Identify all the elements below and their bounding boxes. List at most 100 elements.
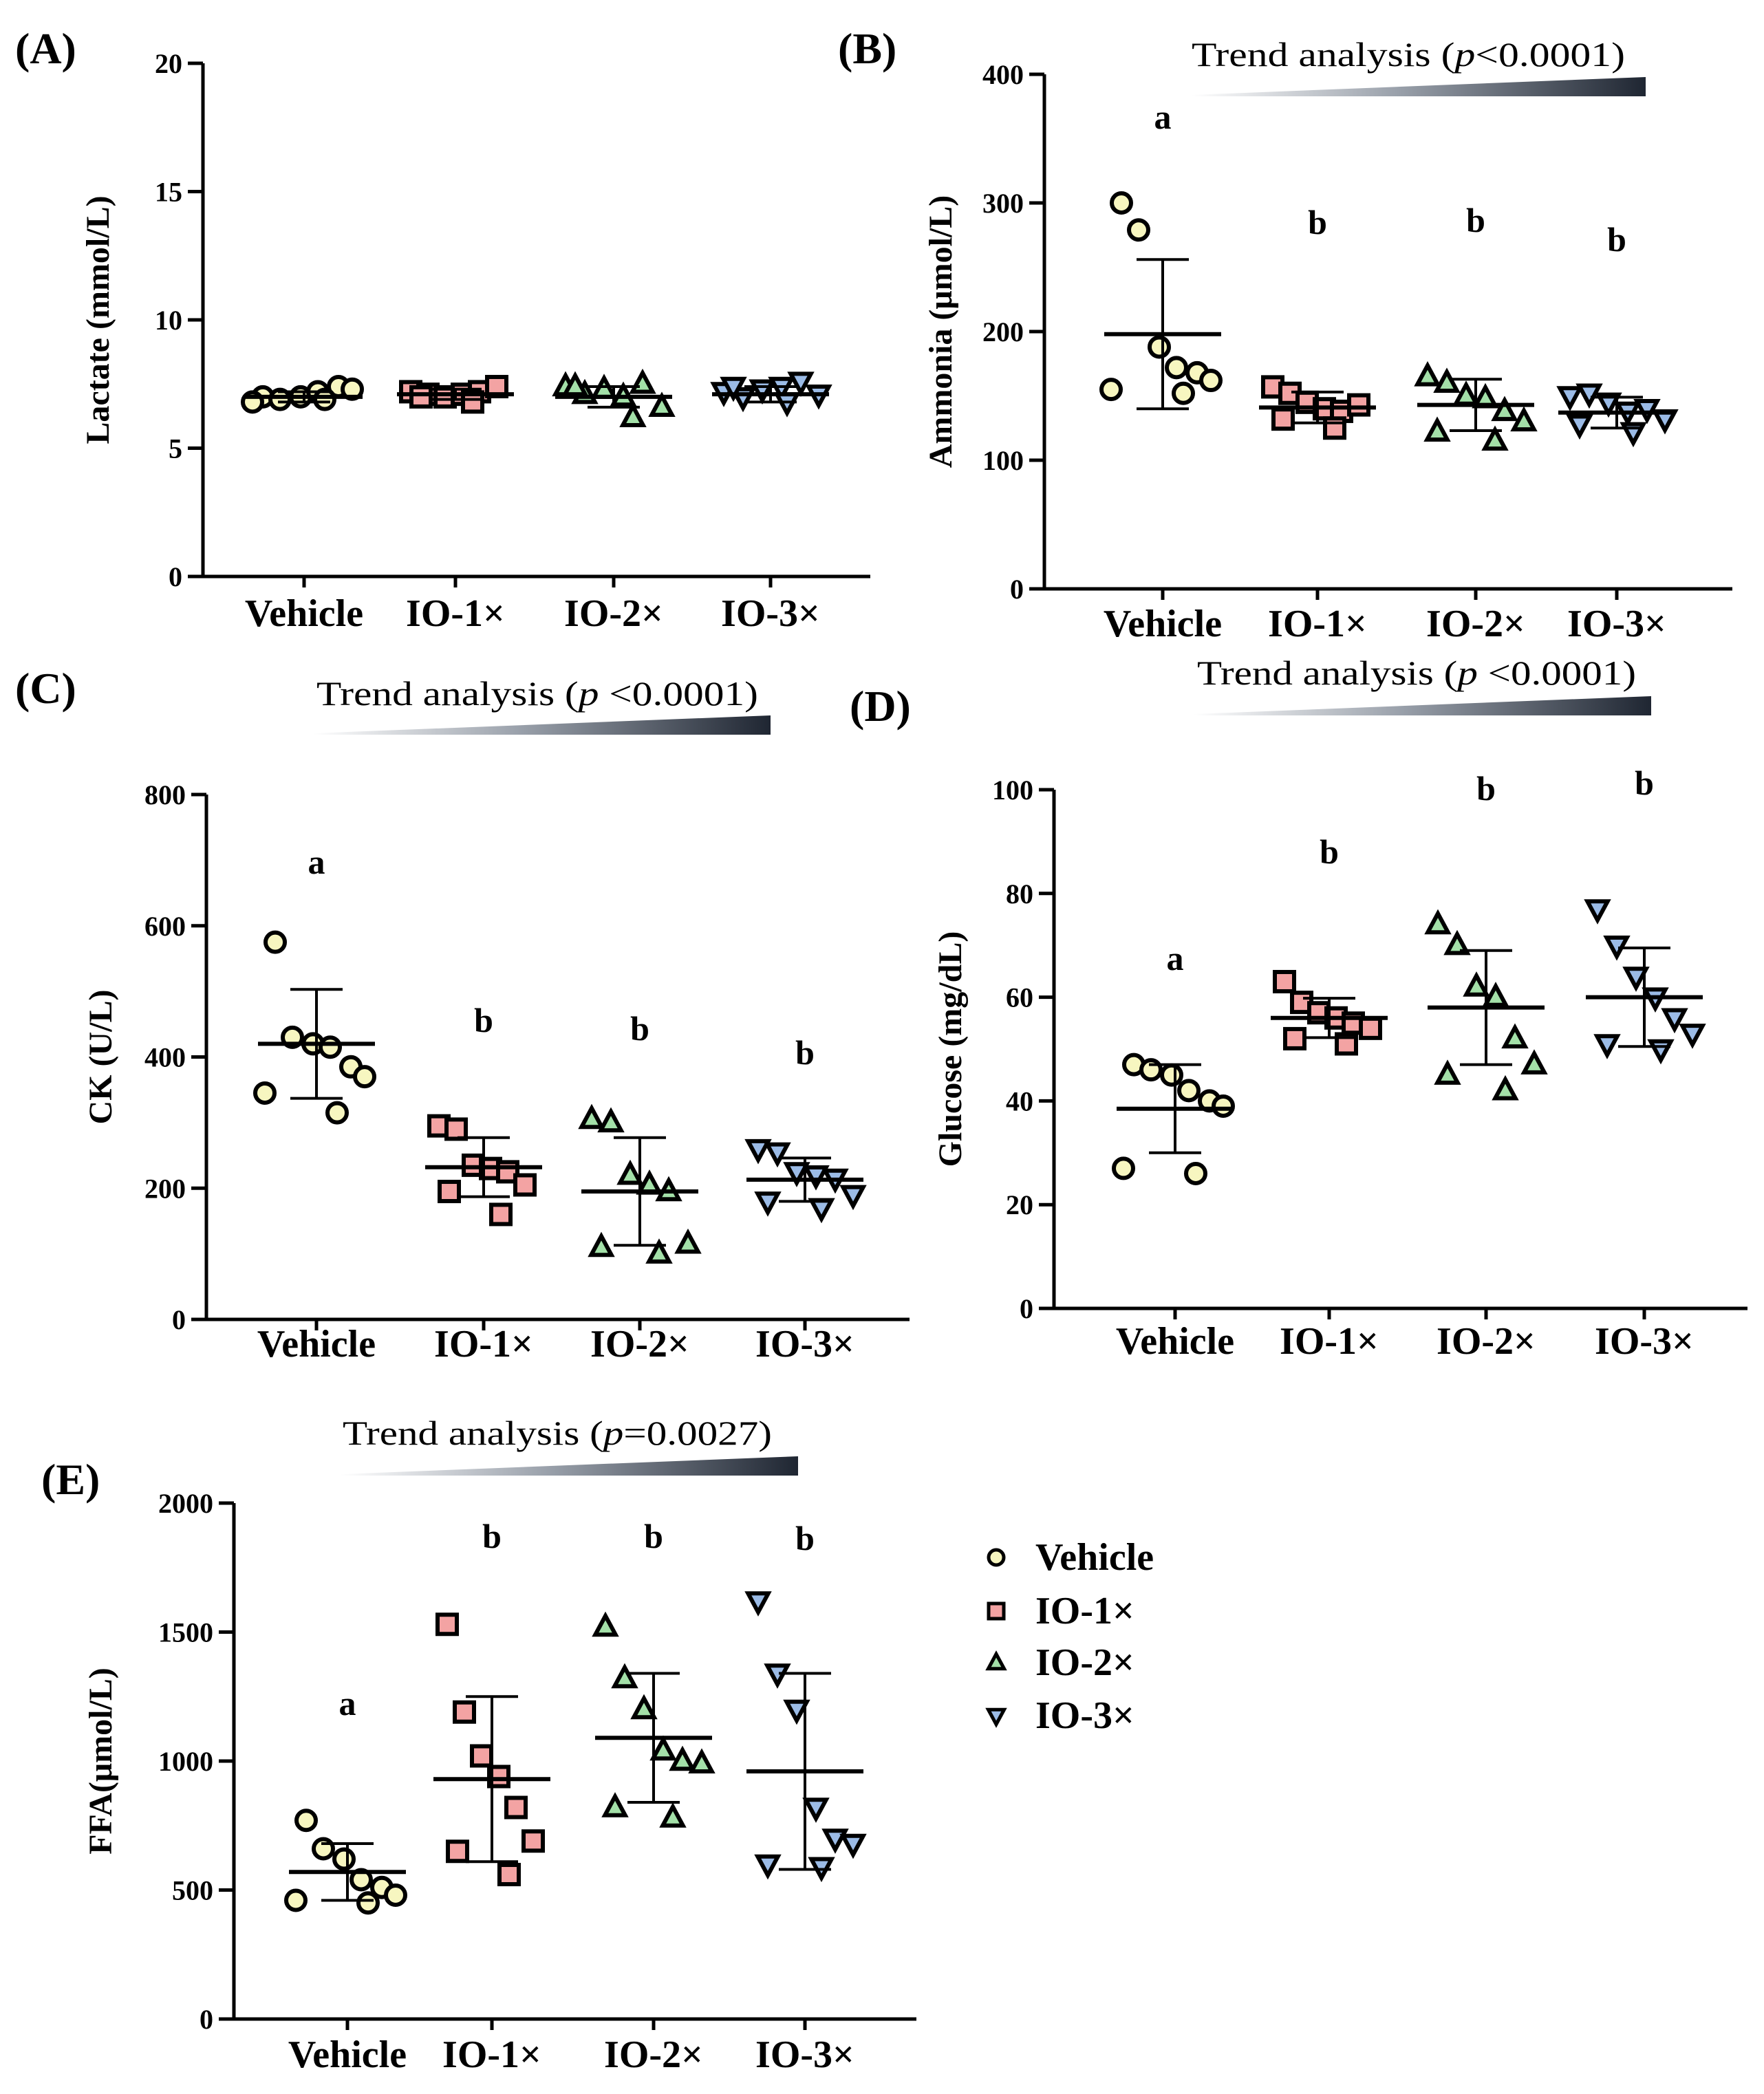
data-point — [1110, 191, 1133, 215]
x-category-label: IO-2× — [590, 1323, 689, 1366]
y-tick-label: 1000 — [158, 1746, 213, 1777]
data-point — [470, 1744, 493, 1768]
data-point — [1323, 416, 1346, 440]
data-point — [783, 1162, 810, 1187]
data-point — [384, 1883, 407, 1907]
x-category-label: Vehicle — [245, 592, 363, 635]
data-point — [1212, 1094, 1235, 1118]
y-tick-label: 0 — [169, 561, 182, 592]
y-tick-label: 100 — [992, 775, 1033, 806]
significance-letter: b — [1607, 220, 1626, 259]
x-category-label: IO-1× — [1268, 603, 1367, 645]
data-point — [764, 1663, 791, 1689]
data-point — [1463, 971, 1490, 997]
x-category-label: IO-1× — [406, 592, 505, 635]
data-point — [284, 1888, 308, 1912]
panel-label: (C) — [15, 664, 76, 713]
data-point — [754, 1854, 782, 1880]
data-point — [616, 1159, 644, 1185]
x-category-label: IO-2× — [1426, 603, 1525, 645]
significance-letter: a — [339, 1684, 356, 1723]
panel-c: (C) 0 200 400 600 800 CK (U/L) Vehicle IO-1× IO-2… — [15, 664, 910, 1366]
data-point — [453, 1700, 476, 1724]
data-point — [669, 1745, 696, 1771]
data-point — [1647, 1039, 1675, 1065]
data-point — [1481, 425, 1509, 451]
panel-label: (B) — [838, 24, 896, 73]
data-point — [1148, 335, 1171, 359]
y-axis-label: CK (U/L) — [83, 990, 119, 1125]
data-point — [1433, 367, 1461, 393]
panel-label: (E) — [41, 1455, 100, 1504]
data-point — [645, 1238, 673, 1264]
x-category-label: IO-1× — [442, 2033, 541, 2076]
y-axis-label: Glucose (mg/dL) — [932, 931, 969, 1167]
data-point — [356, 1891, 380, 1915]
trend-analysis-label: Trend analysis (p <0.0001) — [316, 674, 758, 713]
legend-label: IO-2× — [1035, 1641, 1134, 1684]
y-tick-label: 60 — [1006, 982, 1033, 1013]
data-point — [332, 1847, 356, 1871]
significance-letter: a — [1167, 939, 1184, 978]
data-point — [1661, 1008, 1688, 1034]
data-point — [313, 387, 336, 411]
x-category-label: Vehicle — [1116, 1320, 1234, 1363]
x-category-label: IO-1× — [434, 1323, 533, 1366]
data-point — [513, 1173, 537, 1197]
data-point — [1347, 393, 1370, 417]
data-point — [1434, 1059, 1461, 1085]
data-point — [649, 1735, 677, 1761]
y-tick-label: 1500 — [158, 1617, 213, 1648]
y-tick-label: 20 — [1006, 1189, 1033, 1220]
x-category-label: IO-2× — [564, 592, 663, 635]
data-point — [744, 1138, 772, 1165]
y-tick-label: 300 — [982, 188, 1024, 219]
legend: Vehicle IO-1× IO-2× IO-3× — [985, 1536, 1154, 1737]
data-point — [1184, 1161, 1207, 1185]
data-point — [1172, 381, 1195, 405]
y-tick-label: 10 — [155, 305, 182, 336]
x-category-label: IO-2× — [1437, 1320, 1536, 1363]
data-point — [1139, 1058, 1163, 1082]
data-point — [802, 1798, 830, 1823]
y-tick-label: 200 — [982, 316, 1024, 347]
data-point — [601, 1792, 629, 1817]
trend-analysis-label: Trend analysis (p<0.0001) — [1192, 35, 1625, 74]
data-point — [521, 1829, 545, 1853]
data-point — [1443, 929, 1471, 956]
data-point — [821, 1828, 849, 1854]
data-point — [1414, 361, 1441, 387]
data-point — [1520, 1049, 1548, 1075]
data-point — [1492, 1075, 1519, 1101]
data-point — [808, 1198, 835, 1224]
trend-gradient-bar — [313, 715, 771, 735]
data-point — [773, 392, 801, 418]
panel-label: (D) — [850, 682, 911, 731]
data-point — [1482, 982, 1509, 1007]
data-point — [1575, 383, 1603, 409]
y-tick-label: 400 — [982, 59, 1024, 90]
data-point — [1423, 416, 1451, 442]
legend-marker-4 — [985, 1707, 1007, 1728]
data-point — [438, 1180, 461, 1204]
x-category-label: IO-3× — [721, 592, 820, 635]
data-point — [312, 1837, 335, 1861]
legend-marker-1 — [987, 1548, 1006, 1567]
data-point — [444, 1117, 468, 1141]
trend-gradient-bar — [1194, 696, 1651, 715]
panel-b: (B) 0 100 200 300 400 Ammonia (μmol/L) Vehicle I… — [838, 24, 1732, 645]
data-point — [597, 1107, 625, 1133]
y-tick-label: 400 — [144, 1042, 186, 1073]
data-point — [1271, 407, 1295, 431]
data-point — [659, 1802, 687, 1828]
data-point — [1501, 1023, 1529, 1049]
legend-label: Vehicle — [1035, 1536, 1154, 1579]
data-point — [783, 1699, 810, 1725]
y-tick-label: 500 — [172, 1875, 213, 1906]
data-point — [1622, 967, 1650, 992]
y-tick-label: 0 — [1020, 1293, 1033, 1324]
significance-letter: a — [1154, 98, 1172, 136]
significance-letter: b — [644, 1517, 663, 1555]
significance-letter: b — [1635, 764, 1654, 802]
x-category-label: IO-3× — [755, 1323, 854, 1366]
